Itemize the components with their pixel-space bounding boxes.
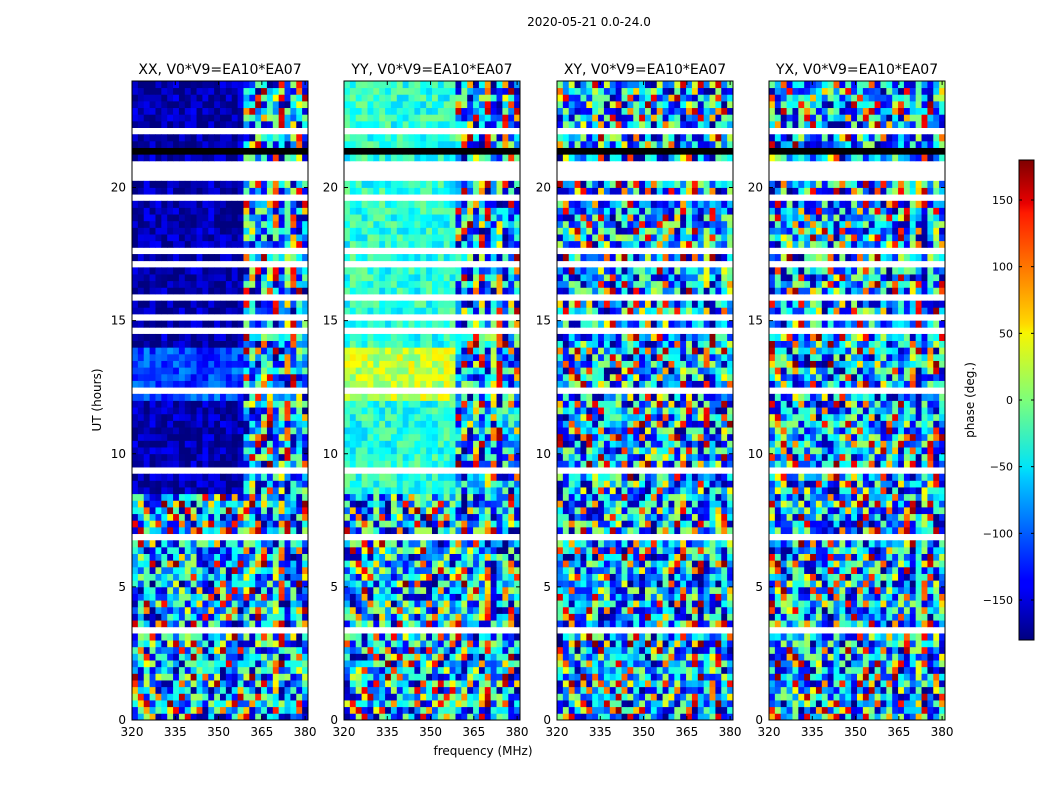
y-tick-label: 5	[330, 580, 338, 594]
x-tick-label: 365	[675, 725, 698, 739]
y-tick-label: 5	[755, 580, 763, 594]
y-tick-label: 10	[323, 447, 338, 461]
y-tick-label: 20	[748, 181, 763, 195]
x-tick-label: 365	[887, 725, 910, 739]
figure-suptitle: 2020-05-21 0.0-24.0	[527, 15, 651, 29]
y-tick-label: 10	[536, 447, 551, 461]
panel-1: XX, V0*V9=EA10*EA07 320 335 350 365 380 0 5 10 15…	[111, 62, 317, 739]
phase-heatmap	[132, 81, 309, 721]
y-tick-label: 20	[536, 181, 551, 195]
colorbar-tick-label: −50	[990, 461, 1013, 474]
x-tick-label: 350	[844, 725, 867, 739]
y-tick-label: 0	[543, 713, 551, 727]
x-tick-label: 320	[546, 725, 569, 739]
y-tick-label: 20	[323, 181, 338, 195]
colorbar: −150 −100 −50 0 50 100 150 phase (deg.)	[963, 159, 1035, 641]
y-tick-label: 5	[543, 580, 551, 594]
x-tick-label: 335	[164, 725, 187, 739]
colorbar-ticks: −150 −100 −50 0 50 100 150	[983, 194, 1034, 607]
x-tick-label: 350	[419, 725, 442, 739]
panel-frame	[556, 80, 734, 721]
x-tick-label: 335	[589, 725, 612, 739]
panel-2: YY, V0*V9=EA10*EA07 320 335 350 365 380 0 5 10 15…	[323, 62, 529, 739]
x-tick-label: 320	[121, 725, 144, 739]
colorbar-tick-label: 0	[1006, 394, 1013, 407]
phase-heatmap	[344, 81, 521, 721]
x-tick-label: 335	[376, 725, 399, 739]
x-tick-label: 380	[719, 725, 742, 739]
x-tick-label: 380	[506, 725, 529, 739]
y-tick-label: 5	[118, 580, 126, 594]
panels: XX, V0*V9=EA10*EA07 320 335 350 365 380 0 5 10 15…	[111, 62, 954, 739]
phase-heatmap	[769, 81, 946, 721]
phase-heatmap	[557, 81, 734, 721]
panel-3: XY, V0*V9=EA10*EA07 320 335 350 365 380 0 5 10 15…	[536, 62, 742, 739]
y-tick-label: 15	[536, 314, 551, 328]
colorbar-tick-label: 150	[992, 194, 1013, 207]
x-tick-label: 365	[462, 725, 485, 739]
panel-title: YY, V0*V9=EA10*EA07	[350, 62, 512, 78]
y-axis-label: UT (hours)	[90, 368, 104, 431]
x-tick-label: 335	[801, 725, 824, 739]
y-tick-label: 15	[748, 314, 763, 328]
y-tick-label: 15	[323, 314, 338, 328]
panel-frame	[768, 80, 946, 721]
y-tick-label: 0	[755, 713, 763, 727]
y-tick-label: 15	[111, 314, 126, 328]
x-axis-label: frequency (MHz)	[433, 744, 532, 758]
x-tick-label: 350	[207, 725, 230, 739]
panel-title: YX, V0*V9=EA10*EA07	[775, 62, 938, 78]
y-tick-label: 0	[330, 713, 338, 727]
panel-title: XX, V0*V9=EA10*EA07	[138, 62, 301, 78]
panel-title: XY, V0*V9=EA10*EA07	[564, 62, 726, 78]
panel-frame	[343, 80, 521, 721]
colorbar-tick-label: −100	[983, 527, 1013, 540]
colorbar-label: phase (deg.)	[963, 362, 977, 438]
panel-frame	[131, 80, 309, 721]
colorbar-tick-label: 50	[999, 327, 1013, 340]
x-tick-label: 380	[294, 725, 317, 739]
x-tick-label: 350	[632, 725, 655, 739]
y-tick-label: 0	[118, 713, 126, 727]
colorbar-tick-label: −150	[983, 594, 1013, 607]
y-tick-label: 20	[111, 181, 126, 195]
colorbar-tick-label: 100	[992, 261, 1013, 274]
y-tick-label: 10	[111, 447, 126, 461]
panel-4: YX, V0*V9=EA10*EA07 320 335 350 365 380 0 5 10 15…	[748, 62, 954, 739]
x-tick-label: 365	[250, 725, 273, 739]
x-tick-label: 320	[333, 725, 356, 739]
x-tick-label: 380	[931, 725, 954, 739]
y-tick-label: 10	[748, 447, 763, 461]
x-tick-label: 320	[758, 725, 781, 739]
